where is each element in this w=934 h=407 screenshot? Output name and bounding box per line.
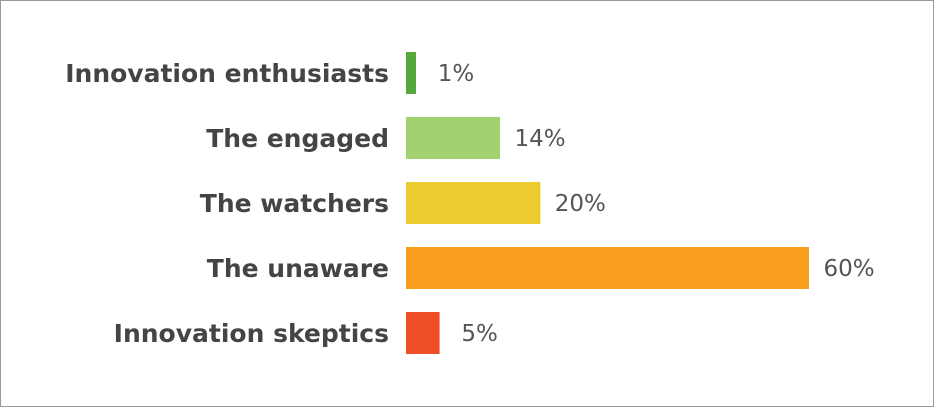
category-label-the-engaged: The engaged bbox=[206, 124, 389, 153]
bar-innovation-enthusiasts bbox=[406, 52, 416, 94]
value-label-the-engaged: 14% bbox=[514, 126, 565, 152]
value-label-innovation-enthusiasts: 1% bbox=[438, 61, 475, 87]
bar-the-unaware bbox=[406, 247, 809, 289]
category-label-innovation-skeptics: Innovation skeptics bbox=[114, 319, 389, 348]
category-label-the-unaware: The unaware bbox=[207, 254, 389, 283]
value-label-innovation-skeptics: 5% bbox=[461, 321, 498, 347]
value-label-the-unaware: 60% bbox=[823, 256, 874, 282]
bar-the-watchers bbox=[406, 182, 541, 224]
value-label-the-watchers: 20% bbox=[555, 191, 606, 217]
bar-innovation-skeptics bbox=[406, 312, 440, 354]
category-label-the-watchers: The watchers bbox=[200, 189, 389, 218]
category-label-innovation-enthusiasts: Innovation enthusiasts bbox=[65, 59, 389, 88]
bar-the-engaged bbox=[406, 117, 501, 159]
